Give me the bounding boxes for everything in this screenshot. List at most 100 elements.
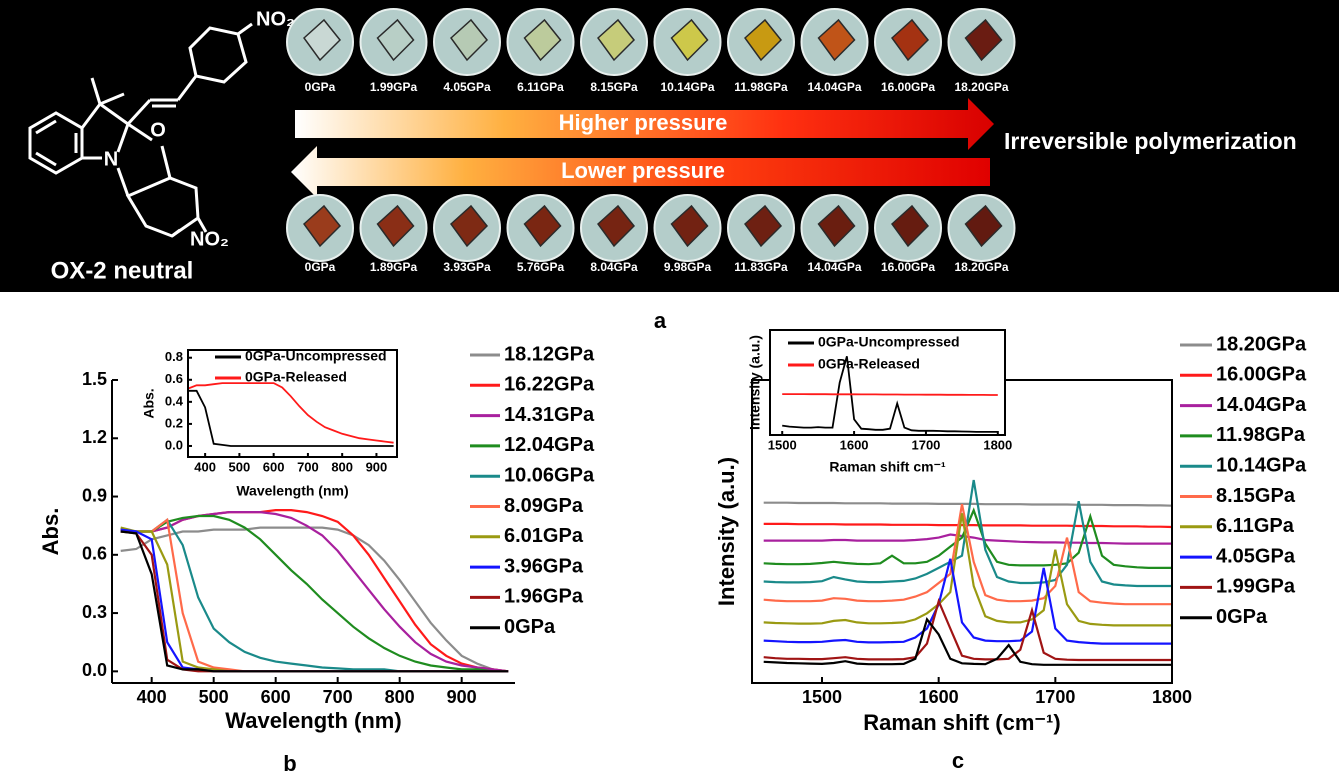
- y-tick-label: 0.0: [82, 660, 107, 680]
- atom-label: N: [104, 148, 118, 170]
- x-tick-label: 400: [194, 459, 216, 474]
- legend-label: 0GPa: [504, 616, 556, 638]
- x-tick-label: 600: [261, 687, 291, 707]
- spectrum-line: [763, 558, 1172, 645]
- plot: 0GPa-Uncompressed 0GPa-Released 1500 1600 17…: [747, 329, 1012, 475]
- crystal: [890, 204, 930, 248]
- panel-label: a: [654, 308, 667, 333]
- x-tick-label: 600: [263, 459, 285, 474]
- crystal: [449, 204, 489, 248]
- spectrum-line: [120, 530, 509, 673]
- y-tick-label: 0.4: [165, 393, 184, 408]
- pressure-label: 0GPa: [305, 260, 336, 274]
- x-tick-label: 1600: [840, 437, 869, 452]
- crystal: [596, 204, 636, 248]
- legend-label: 3.96GPa: [504, 555, 584, 577]
- group-label: NO₂: [190, 228, 229, 250]
- axes-frame: [187, 349, 398, 458]
- arrow-label: Higher pressure: [559, 110, 728, 135]
- crystal: [670, 18, 709, 62]
- result-label: Irreversible polymerization: [1004, 128, 1297, 154]
- plot: 18.12GPa 16.22GPa 14.31GPa 12.04GPa 10.06GPa…: [38, 343, 595, 776]
- legend-label: 12.04GPa: [504, 434, 595, 456]
- spectrum-line: [763, 503, 1172, 606]
- legend-label: 1.99GPa: [1216, 576, 1296, 598]
- compound-name: OX-2 neutral: [51, 257, 194, 284]
- legend-label: 0GPa-Released: [245, 369, 347, 385]
- x-tick-label: 500: [229, 459, 251, 474]
- pressure-label: 11.83GPa: [734, 260, 788, 274]
- x-tick-label: 900: [447, 687, 477, 707]
- y-axis-label: Intensity (a.u.): [747, 335, 763, 430]
- spectrum-line: [763, 479, 1172, 588]
- pressure-label: 10.14GPa: [660, 80, 714, 94]
- pressure-label: 9.98GPa: [664, 260, 712, 274]
- axes-frame: [769, 329, 1006, 436]
- spectrum-line: [120, 528, 509, 673]
- y-tick-label: 0.6: [165, 371, 183, 386]
- pressure-label: 4.05GPa: [443, 80, 491, 94]
- spectrum-line: [782, 393, 998, 396]
- pressure-label: 16.00GPa: [881, 80, 935, 94]
- crystal: [449, 18, 489, 62]
- x-tick-label: 1500: [768, 437, 797, 452]
- crystal: [523, 204, 562, 248]
- crystal: [596, 18, 636, 62]
- crystal: [964, 18, 1003, 62]
- y-axis-label: Abs.: [141, 388, 157, 418]
- legend-label: 0GPa: [1216, 606, 1268, 628]
- spectrum-line: [187, 382, 394, 444]
- crystal: [890, 18, 930, 62]
- crystal: [376, 204, 415, 248]
- crystal: [964, 204, 1003, 248]
- legend-label: 10.06GPa: [504, 464, 595, 486]
- spectrum-line: [763, 597, 1172, 662]
- pressure-label: 1.99GPa: [370, 80, 418, 94]
- plot: 0GPa-Uncompressed 0GPa-Released 400 500 600 7…: [141, 348, 398, 499]
- y-tick-label: 1.2: [82, 427, 107, 447]
- group-label: NO₂: [256, 8, 295, 30]
- y-tick-label: 0.9: [82, 485, 107, 505]
- spectrum-line: [120, 530, 509, 673]
- legend-label: 10.14GPa: [1216, 454, 1307, 476]
- crystal: [302, 18, 342, 62]
- pressure-label: 11.98GPa: [734, 80, 788, 94]
- spectrum-line: [120, 526, 509, 673]
- legend-label: 16.00GPa: [1216, 364, 1307, 386]
- arrow-label: Lower pressure: [561, 158, 725, 183]
- pressure-label: 14.04GPa: [807, 80, 861, 94]
- pressure-label: 1.89GPa: [370, 260, 418, 274]
- atom-label: O: [150, 119, 166, 141]
- legend-label: 14.04GPa: [1216, 394, 1307, 416]
- y-tick-label: 0.6: [82, 544, 107, 564]
- plot: 18.20GPa 16.00GPa 14.04GPa 11.98GPa 10.14GPa…: [714, 333, 1307, 773]
- x-axis-label: Raman shift (cm⁻¹): [863, 710, 1060, 735]
- y-tick-label: 1.5: [82, 369, 107, 389]
- panel-a: N O NO₂ NO₂ OX-2 neutral Higher pressure…: [0, 0, 1339, 292]
- y-tick-label: 0.0: [165, 437, 183, 452]
- crystal: [817, 18, 856, 62]
- x-tick-label: 1800: [1152, 687, 1192, 707]
- spectrum-line: [782, 356, 998, 433]
- legend-label: 1.96GPa: [504, 586, 584, 608]
- pressure-label: 8.04GPa: [590, 260, 638, 274]
- x-tick-label: 400: [137, 687, 167, 707]
- legend-label: 4.05GPa: [1216, 545, 1296, 567]
- x-tick-label: 800: [385, 687, 415, 707]
- inset-background: [188, 350, 397, 457]
- crystal: [670, 204, 709, 248]
- pressure-label: 0GPa: [305, 80, 336, 94]
- x-axis-label: Raman shift cm⁻¹: [829, 459, 946, 475]
- legend-label: 8.15GPa: [1216, 485, 1296, 507]
- x-axis-label: Wavelength (nm): [225, 708, 401, 733]
- pressure-label: 3.93GPa: [443, 260, 491, 274]
- pressure-label: 6.11GPa: [517, 80, 564, 94]
- legend-label: 6.11GPa: [1216, 515, 1295, 537]
- spectrum-line: [763, 617, 1172, 666]
- panel-label: c: [952, 748, 964, 773]
- legend-label: 0GPa-Uncompressed: [818, 334, 960, 350]
- x-tick-label: 1700: [1035, 687, 1075, 707]
- x-tick-label: 500: [199, 687, 229, 707]
- crystal: [743, 204, 783, 248]
